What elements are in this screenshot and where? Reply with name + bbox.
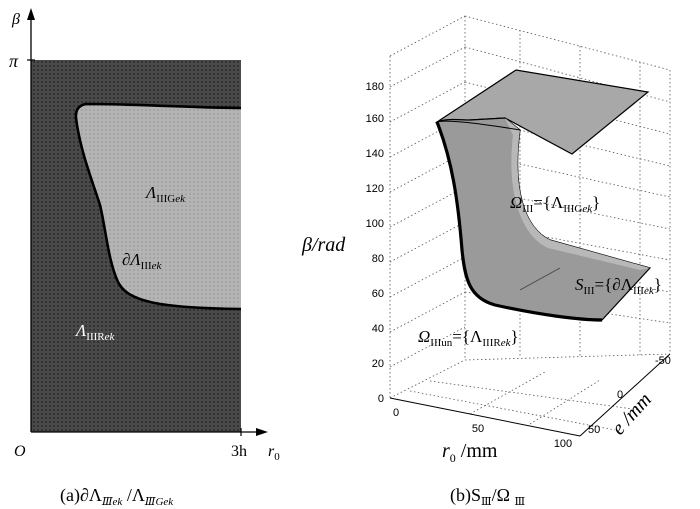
y-top-label: π bbox=[9, 51, 19, 71]
x-tick: 50 bbox=[472, 423, 484, 435]
panel-b: 0 20 40 60 80 100 120 140 160 180 β/rad … bbox=[301, 15, 671, 508]
x-axis-arrow-icon bbox=[256, 428, 268, 436]
z-ticks: 0 20 40 60 80 100 120 140 160 180 bbox=[366, 81, 384, 405]
z-tick: 40 bbox=[372, 323, 384, 335]
y-tick: -50 bbox=[655, 355, 671, 367]
panel-a: β π O 3h r0 ΛIIIGek ∂ΛIIIek ΛIIIRek (a)∂… bbox=[9, 8, 280, 508]
surface-boundary-edge bbox=[435, 121, 603, 322]
z-tick: 20 bbox=[372, 358, 384, 370]
z-tick: 0 bbox=[378, 393, 384, 405]
y-tick: 50 bbox=[588, 424, 600, 436]
safe-region-fill bbox=[75, 104, 242, 309]
boundary-curve bbox=[74, 102, 242, 311]
surface-fold-line bbox=[436, 120, 521, 131]
x-ticks: 0 50 100 bbox=[393, 407, 572, 450]
caption-a: (a)∂ΛⅢek /ΛⅢGek bbox=[60, 485, 174, 508]
caption-b: (b)SⅢ/Ω Ⅲ bbox=[450, 485, 525, 508]
unsafe-region-label: ΛIIIRek bbox=[74, 321, 115, 343]
x-end-label: 3h bbox=[231, 443, 247, 460]
x-axis-label-b: r0 /mm bbox=[442, 440, 498, 465]
boundary-label: ∂ΛIIIek bbox=[122, 250, 163, 272]
omega-unsafe-label: ΩIIIun={ΛIIIRek} bbox=[418, 327, 519, 349]
z-tick: 100 bbox=[366, 218, 384, 230]
x-axis-label: r0 bbox=[268, 443, 280, 463]
x-tick: 0 bbox=[393, 407, 399, 419]
omega-green-label: ΩIII={ΛIIIGek} bbox=[510, 193, 600, 215]
origin-label: O bbox=[14, 443, 26, 460]
y-ticks: -50 0 50 bbox=[588, 355, 671, 436]
surface-crease bbox=[519, 267, 561, 291]
y-axis-arrow-icon bbox=[27, 8, 35, 20]
z-axis-label: β/rad bbox=[301, 234, 346, 256]
z-tick: 60 bbox=[372, 288, 384, 300]
z-tick: 140 bbox=[366, 148, 384, 160]
z-tick: 80 bbox=[372, 253, 384, 265]
y-axis-front bbox=[579, 353, 671, 437]
surface-s-label: SIII={∂ΛIIIek} bbox=[575, 275, 662, 297]
z-tick: 160 bbox=[366, 113, 384, 125]
x-tick: 100 bbox=[554, 438, 572, 450]
safe-region-label: ΛIIIGek bbox=[144, 183, 186, 205]
z-tick: 180 bbox=[366, 81, 384, 93]
y-axis-label: β bbox=[11, 11, 20, 28]
x-axis-front bbox=[389, 397, 581, 437]
y-tick: 0 bbox=[617, 389, 623, 401]
z-tick: 120 bbox=[366, 183, 384, 195]
surface-shading bbox=[505, 118, 650, 270]
y-axis-label-b: e /mm bbox=[607, 389, 656, 440]
